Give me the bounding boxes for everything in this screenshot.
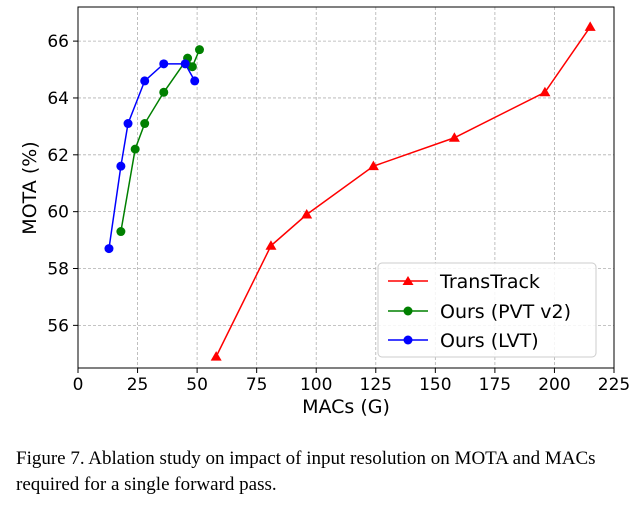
data-point-ours-pvt-v2 — [140, 119, 150, 129]
data-point-ours-pvt-v2 — [187, 62, 197, 72]
data-point-ours-pvt-v2 — [194, 45, 204, 55]
x-tick-label: 50 — [186, 375, 208, 395]
data-point-ours-pvt-v2 — [130, 144, 140, 154]
x-tick-label: 150 — [419, 375, 451, 395]
legend-marker-lvt — [403, 335, 413, 345]
data-point-transtrack — [210, 351, 222, 361]
legend-marker-pvt — [403, 306, 413, 316]
data-point-ours-lvt — [180, 59, 190, 69]
y-tick-label: 56 — [47, 316, 69, 336]
data-point-transtrack — [265, 240, 277, 250]
data-point-ours-lvt — [140, 76, 150, 86]
y-axis-label: MOTA (%) — [19, 141, 41, 234]
x-tick-label: 125 — [360, 375, 392, 395]
axis-ticks: 0 25 50 75 100 125 150 175 200 225 56 58 60 62 64 66 — [47, 32, 630, 395]
data-point-ours-lvt — [116, 161, 126, 171]
x-tick-label: 175 — [479, 375, 511, 395]
data-point-transtrack — [584, 21, 596, 31]
series-layer — [104, 21, 596, 361]
legend-label-transtrack: TransTrack — [439, 271, 540, 293]
data-point-ours-lvt — [123, 119, 133, 129]
plot-frame — [77, 6, 615, 369]
figure-caption: Figure 7. Ablation study on impact of in… — [16, 448, 596, 495]
y-tick-label: 60 — [47, 203, 69, 223]
series-line-ours-pvt-v2 — [120, 49, 201, 232]
legend-box — [377, 262, 597, 358]
y-tick-label: 58 — [47, 260, 69, 280]
data-point-transtrack — [448, 132, 460, 142]
data-point-ours-lvt — [159, 59, 169, 69]
data-point-transtrack — [367, 160, 379, 171]
y-tick-label: 62 — [47, 146, 69, 166]
data-point-ours-lvt — [190, 76, 200, 86]
legend-label-lvt: Ours (LVT) — [440, 330, 539, 352]
x-tick-label: 200 — [538, 375, 570, 395]
data-point-transtrack — [301, 209, 313, 219]
data-point-transtrack — [539, 86, 551, 97]
x-tick-label: 25 — [127, 375, 149, 395]
series-line-ours-lvt — [108, 63, 196, 249]
legend-marker-transtrack — [402, 276, 414, 285]
y-tick-label: 66 — [47, 32, 69, 52]
x-tick-label: 75 — [246, 375, 268, 395]
legend-label-pvt: Ours (PVT v2) — [440, 301, 571, 323]
y-tick-label: 64 — [47, 89, 69, 109]
x-axis-label: MACs (G) — [302, 396, 390, 418]
legend: TransTrack Ours (PVT v2) Ours (LVT) — [377, 262, 597, 358]
data-point-ours-lvt — [104, 244, 114, 254]
chart: 0 25 50 75 100 125 150 175 200 225 56 58 60 62 64 66 MA… — [19, 6, 630, 418]
data-point-ours-pvt-v2 — [116, 227, 126, 237]
x-tick-label: 0 — [73, 375, 84, 395]
x-tick-label: 225 — [598, 375, 630, 395]
data-point-ours-pvt-v2 — [159, 87, 169, 97]
x-tick-label: 100 — [300, 375, 332, 395]
